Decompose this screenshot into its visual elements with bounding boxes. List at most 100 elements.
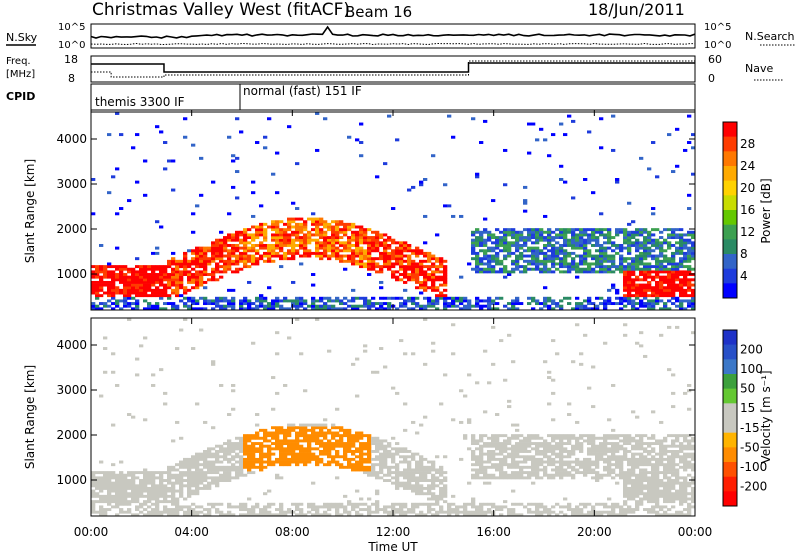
heatmap-cell (415, 505, 420, 509)
heatmap-cell (179, 328, 184, 332)
heatmap-cell (571, 508, 576, 512)
heatmap-cell (315, 442, 320, 446)
heatmap-cell (251, 214, 256, 218)
heatmap-cell (483, 476, 488, 480)
heatmap-cell (163, 497, 168, 501)
heatmap-cell (99, 265, 104, 269)
heatmap-cell (335, 434, 340, 438)
heatmap-cell (99, 267, 104, 271)
heatmap-cell (391, 296, 396, 300)
heatmap-cell (375, 241, 380, 245)
heatmap-cell (647, 307, 652, 311)
heatmap-cell (391, 481, 396, 485)
heatmap-cell (335, 431, 340, 435)
heatmap-cell (427, 460, 432, 464)
heatmap-cell (303, 307, 308, 311)
heatmap-cell (303, 246, 308, 250)
heatmap-cell (587, 249, 592, 253)
heatmap-cell (327, 349, 332, 353)
heatmap-cell (295, 228, 300, 232)
heatmap-cell (675, 476, 680, 480)
heatmap-cell (211, 471, 216, 475)
heatmap-cell (143, 299, 148, 303)
heatmap-cell (519, 455, 524, 459)
heatmap-cell (635, 233, 640, 237)
heatmap-cell (571, 119, 576, 123)
heatmap-cell (375, 246, 380, 250)
heatmap-cell (115, 502, 120, 506)
heatmap-cell (691, 273, 696, 276)
heatmap-cell (439, 294, 444, 298)
heatmap-cell (543, 286, 548, 290)
heatmap-cell (327, 447, 332, 451)
heatmap-cell (659, 291, 664, 295)
heatmap-cell (395, 254, 400, 258)
heatmap-cell (435, 259, 440, 263)
heatmap-cell (611, 476, 616, 480)
heatmap-cell (635, 479, 640, 482)
heatmap-cell (275, 473, 280, 477)
heatmap-cell (283, 238, 288, 242)
heatmap-cell (643, 302, 648, 306)
heatmap-cell (143, 291, 148, 295)
heatmap-cell (335, 476, 340, 480)
heatmap-cell (235, 233, 240, 237)
heatmap-cell (643, 442, 648, 446)
heatmap-cell (623, 228, 628, 232)
heatmap-cell (627, 492, 632, 496)
heatmap-cell (691, 283, 696, 287)
heatmap-cell (499, 230, 504, 234)
heatmap-cell (635, 265, 640, 269)
heatmap-cell (551, 505, 556, 509)
heatmap-cell (167, 275, 172, 279)
heatmap-cell (275, 434, 280, 438)
heatmap-cell (599, 455, 604, 459)
heatmap-cell (623, 442, 628, 446)
heatmap-cell (687, 288, 692, 292)
heatmap-cell (607, 257, 612, 261)
heatmap-cell (155, 486, 160, 490)
heatmap-cell (355, 455, 360, 459)
heatmap-cell (691, 257, 696, 261)
heatmap-cell (679, 233, 684, 237)
heatmap-cell (239, 471, 244, 475)
heatmap-cell (431, 513, 436, 517)
date-label: 18/Jun/2011 (588, 0, 685, 19)
heatmap-cell (247, 471, 252, 475)
heatmap-cell (499, 505, 504, 509)
heatmap-cell (147, 476, 152, 480)
heatmap-cell (619, 465, 624, 469)
heatmap-cell (667, 500, 672, 504)
heatmap-cell (275, 304, 280, 308)
heatmap-cell (231, 465, 236, 469)
heatmap-cell (599, 246, 604, 250)
heatmap-cell (675, 452, 680, 456)
heatmap-cell (271, 172, 276, 176)
heatmap-cell (567, 241, 572, 245)
heatmap-cell (123, 489, 128, 493)
heatmap-cell (663, 249, 668, 253)
heatmap-cell (679, 294, 684, 298)
heatmap-cell (187, 479, 192, 482)
heatmap-cell (675, 450, 680, 453)
heatmap-cell (663, 492, 668, 496)
heatmap-cell (167, 476, 172, 480)
heatmap-cell (315, 510, 320, 514)
heatmap-cell (643, 479, 648, 482)
heatmap-cell (551, 339, 556, 343)
heatmap-cell (475, 259, 480, 263)
heatmap-cell (423, 473, 428, 477)
heatmap-cell (271, 452, 276, 456)
heatmap-cell (635, 486, 640, 490)
heatmap-cell (195, 468, 200, 472)
heatmap-cell (187, 299, 192, 303)
heatmap-cell (427, 302, 432, 306)
heatmap-cell (111, 278, 116, 282)
heatmap-cell (355, 468, 360, 472)
heatmap-cell (291, 510, 296, 514)
heatmap-cell (471, 442, 476, 446)
heatmap-cell (247, 233, 252, 237)
heatmap-cell (519, 468, 524, 472)
heatmap-cell (167, 265, 172, 269)
heatmap-cell (555, 267, 560, 271)
